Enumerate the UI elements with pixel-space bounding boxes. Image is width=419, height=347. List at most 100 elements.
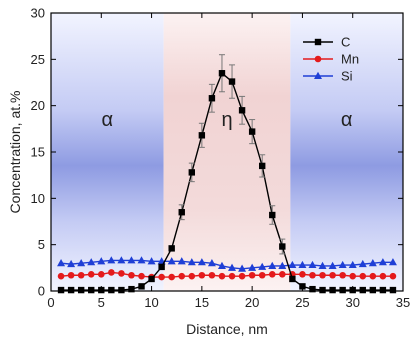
data-point: [299, 271, 306, 278]
y-tick-label: 10: [31, 191, 45, 206]
data-point: [67, 259, 76, 268]
data-point: [259, 162, 266, 170]
data-point: [208, 271, 216, 279]
data-point: [177, 257, 186, 265]
data-point: [167, 257, 176, 265]
data-point: [298, 260, 307, 269]
data-point: [288, 260, 297, 269]
data-point: [128, 285, 135, 293]
series-line: [60, 259, 393, 270]
data-point: [389, 272, 397, 280]
data-point: [319, 286, 326, 294]
data-point: [118, 286, 125, 294]
data-point: [369, 286, 377, 294]
data-point: [314, 71, 322, 79]
y-axis-label: Concentration, at.%: [7, 91, 23, 214]
data-point: [389, 286, 397, 294]
data-point: [329, 286, 336, 294]
series-line: [60, 271, 393, 278]
data-point: [378, 258, 387, 266]
data-point: [309, 285, 316, 293]
y-tick-label: 5: [38, 237, 45, 252]
x-tick-label: 10: [144, 295, 158, 310]
data-point: [388, 258, 397, 266]
data-point: [379, 272, 387, 280]
data-point: [339, 271, 346, 279]
data-point: [128, 271, 135, 279]
data-point: [228, 263, 237, 271]
data-point: [178, 209, 185, 216]
phase-region-label: η: [221, 109, 232, 131]
data-point: [319, 271, 326, 279]
data-point: [368, 259, 377, 267]
x-axis-label: Distance, nm: [186, 321, 268, 337]
phase-region: [163, 13, 291, 291]
data-point: [208, 95, 216, 102]
series-layer: [57, 54, 397, 294]
data-point: [308, 260, 317, 269]
data-point: [87, 258, 96, 266]
y-tick-label: 0: [38, 284, 45, 299]
data-point: [158, 273, 165, 281]
data-point: [269, 211, 276, 219]
data-point: [228, 272, 236, 280]
data-point: [108, 286, 115, 294]
y-tick-label: 25: [31, 52, 45, 67]
data-point: [218, 70, 226, 77]
data-point: [198, 132, 206, 139]
data-point: [77, 259, 86, 267]
data-point: [338, 260, 347, 269]
data-point: [198, 271, 206, 279]
data-point: [158, 263, 165, 271]
data-point: [118, 270, 125, 277]
data-point: [148, 275, 155, 283]
data-point: [197, 258, 206, 266]
data-point: [57, 272, 65, 280]
data-point: [348, 260, 357, 269]
data-point: [238, 272, 246, 280]
data-point: [127, 256, 136, 264]
data-point: [97, 271, 105, 278]
data-point: [318, 261, 327, 269]
data-point: [289, 275, 296, 283]
x-tick-label: 35: [396, 295, 410, 310]
data-point: [97, 257, 106, 265]
x-tick-label: 25: [295, 295, 309, 310]
data-point: [138, 283, 145, 290]
legend-label: Mn: [341, 52, 359, 67]
data-point: [137, 256, 146, 264]
data-point: [67, 286, 75, 294]
data-point: [248, 263, 257, 271]
data-point: [57, 259, 66, 267]
phase-region: [51, 13, 164, 291]
data-point: [268, 271, 276, 278]
series-si: [57, 256, 397, 272]
data-point: [77, 271, 85, 279]
data-point: [248, 128, 256, 135]
legend: C Mn Si: [303, 35, 359, 84]
data-point: [77, 286, 85, 294]
data-point: [258, 271, 266, 279]
data-point: [358, 259, 367, 268]
data-point: [359, 286, 366, 294]
data-point: [248, 271, 256, 279]
data-point: [279, 243, 286, 250]
legend-label: C: [341, 35, 350, 50]
y-axis-ticks: 0 5 10 15 20 25 30: [31, 6, 403, 299]
series-c: [57, 54, 397, 294]
x-axis-ticks: 0 5 10 15 20 25 30 35: [47, 13, 410, 310]
data-point: [329, 271, 336, 279]
data-point: [147, 257, 156, 265]
data-point: [88, 286, 95, 294]
y-tick-label: 20: [31, 98, 45, 113]
data-point: [268, 261, 277, 269]
legend-label: Si: [341, 69, 353, 84]
data-point: [314, 55, 322, 63]
data-point: [359, 272, 367, 280]
phase-region-label: α: [341, 109, 353, 131]
data-point: [138, 272, 145, 280]
data-point: [349, 286, 356, 294]
data-point: [57, 286, 65, 294]
